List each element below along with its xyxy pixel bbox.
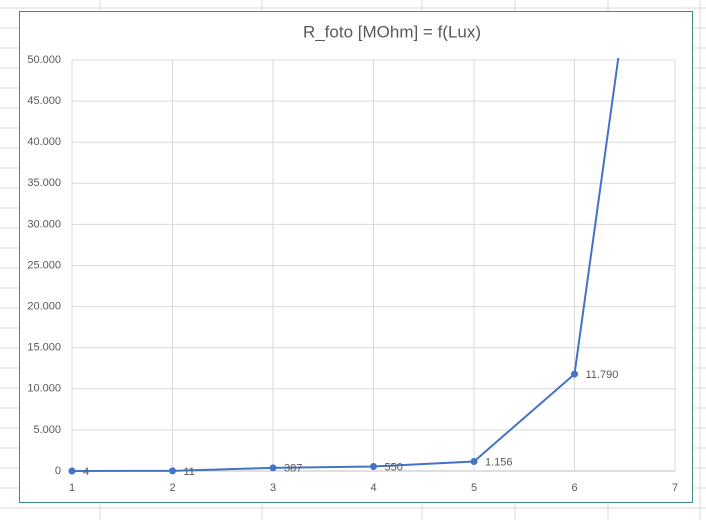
chart-area (19, 11, 693, 503)
point (68, 467, 76, 475)
y-tick-label: 0 (55, 465, 61, 477)
x-tick-label: 2 (169, 482, 175, 494)
y-tick-label: 25.000 (27, 259, 61, 271)
x-tick-label: 7 (672, 482, 678, 494)
data-label: 11 (184, 466, 195, 478)
y-tick-label: 50.000 (27, 54, 61, 66)
data-label: 11.790 (586, 369, 619, 381)
y-tick-label: 15.000 (27, 342, 61, 354)
y-tick-label: 45.000 (27, 95, 61, 107)
data-label: 387 (284, 463, 302, 475)
x-tick-label: 5 (471, 482, 477, 494)
y-tick-label: 35.000 (27, 177, 61, 189)
x-tick-label: 1 (69, 482, 75, 494)
point (370, 462, 377, 470)
y-tick-label: 30.000 (27, 218, 61, 230)
y-tick-label: 10.000 (27, 383, 61, 395)
x-tick-label: 6 (571, 482, 577, 494)
point (269, 464, 277, 472)
x-tick-label: 4 (370, 482, 376, 494)
point (470, 457, 478, 465)
data-label: 4 (83, 466, 89, 478)
y-tick-label: 40.000 (27, 136, 61, 148)
x-tick-label: 3 (270, 482, 276, 494)
y-tick-label: 5.000 (33, 424, 61, 436)
data-label: 550 (385, 461, 403, 473)
point (571, 370, 578, 378)
y-tick-label: 20.000 (27, 301, 61, 313)
point (169, 467, 176, 475)
data-label: 1.156 (485, 456, 513, 468)
chart-title: R_foto [MOhm] = f(Lux) (303, 22, 481, 41)
